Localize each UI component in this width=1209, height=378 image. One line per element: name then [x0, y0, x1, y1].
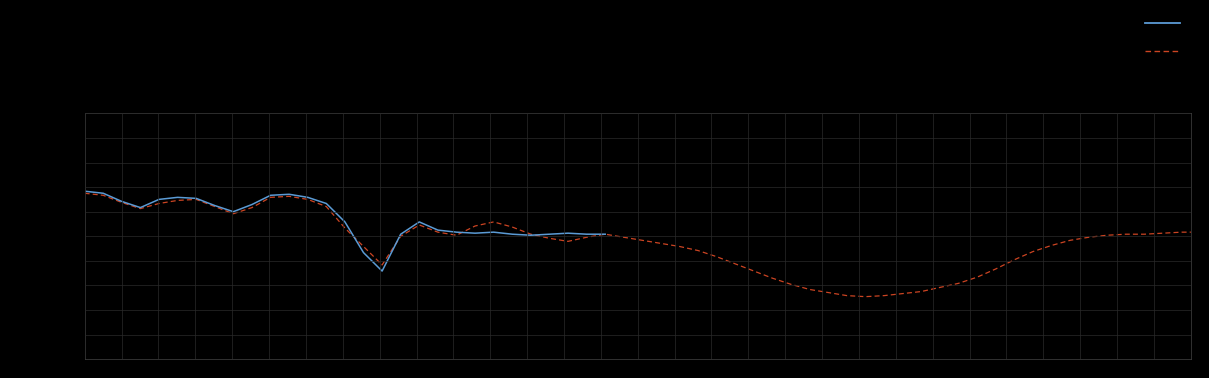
Legend: , : , — [1145, 17, 1184, 59]
